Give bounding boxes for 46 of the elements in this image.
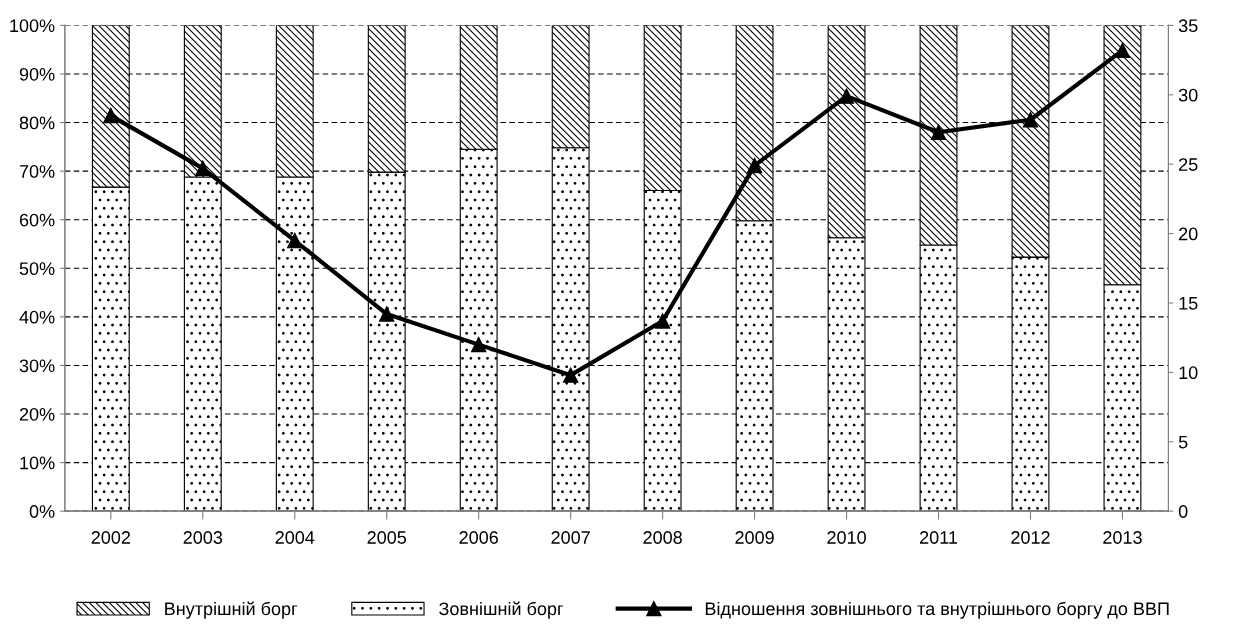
point xyxy=(471,336,487,353)
legend-label: Відношення зовнішнього та внутрішнього боргу до ВВП xyxy=(705,601,1169,619)
y-tick-label: 90% xyxy=(19,67,55,81)
y-tick-label: 100% xyxy=(10,19,55,33)
point xyxy=(103,107,119,124)
point xyxy=(379,306,395,322)
point xyxy=(1114,42,1131,59)
y2-tick-label: 0 xyxy=(1178,505,1188,518)
y-tick-label: 0% xyxy=(29,505,55,518)
point xyxy=(654,313,671,329)
legend-label: Зовнішній борг xyxy=(439,601,564,619)
x-tick-label: 2007 xyxy=(551,531,590,544)
y2-tick-label: 25 xyxy=(1179,158,1198,171)
x-tick-label: 2006 xyxy=(459,531,498,544)
y-tick-label: 60% xyxy=(19,213,55,227)
y2-tick-label: 30 xyxy=(1178,88,1198,102)
x-tick-label: 2010 xyxy=(827,531,866,544)
x-tick-label: 2013 xyxy=(1103,531,1142,544)
y2-tick-label: 15 xyxy=(1179,297,1198,310)
y-tick-label: 80% xyxy=(19,116,55,130)
point xyxy=(563,367,579,383)
y-tick-label: 40% xyxy=(19,310,55,324)
y-tick-label: 30% xyxy=(19,359,55,373)
x-tick-label: 2005 xyxy=(367,531,407,544)
x-tick-label: 2003 xyxy=(183,531,223,544)
y-tick-label: 50% xyxy=(19,262,55,276)
point xyxy=(1022,112,1039,128)
y-tick-label: 10% xyxy=(20,456,55,470)
y2-tick-label: 35 xyxy=(1178,19,1198,33)
x-tick-label: 2009 xyxy=(735,531,774,544)
point xyxy=(746,157,763,174)
y-tick-label: 70% xyxy=(19,165,55,178)
legend-label: Внутрішній борг xyxy=(165,601,298,619)
x-tick-label: 2011 xyxy=(920,531,958,544)
point xyxy=(930,124,947,140)
y2-tick-label: 20 xyxy=(1179,227,1198,241)
x-tick-label: 2004 xyxy=(275,531,315,544)
y2-tick-label: 5 xyxy=(1178,435,1188,449)
x-tick-label: 2008 xyxy=(643,531,682,544)
point xyxy=(195,160,211,176)
y2-tick-label: 10 xyxy=(1179,366,1198,380)
x-tick-label: 2012 xyxy=(1011,531,1050,544)
y-tick-label: 20% xyxy=(19,407,55,421)
point xyxy=(838,88,855,104)
point xyxy=(287,232,303,249)
x-tick-label: 2002 xyxy=(91,531,131,544)
